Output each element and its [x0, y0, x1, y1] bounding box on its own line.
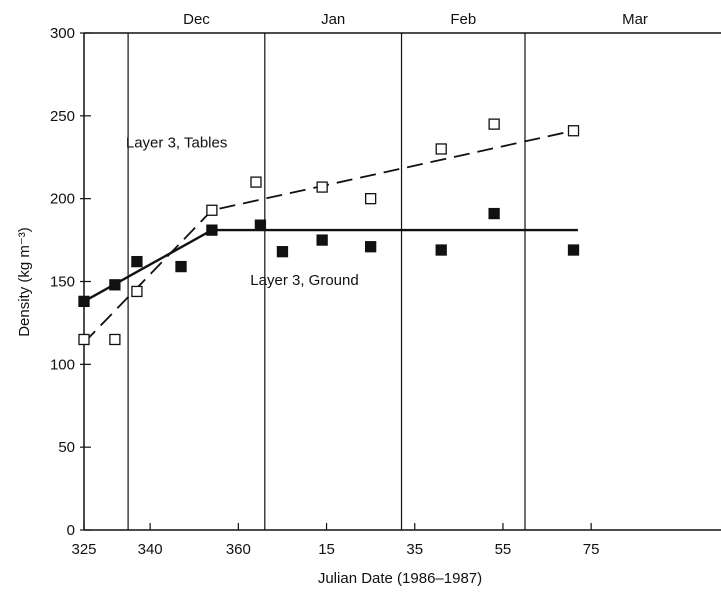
tables-data-point — [131, 285, 143, 298]
x-axis-ticks: 325 340 360 15 35 55 75 — [71, 523, 599, 558]
tables-data-point — [109, 333, 121, 346]
month-dividers — [127, 33, 526, 530]
tables-data-point — [206, 204, 218, 216]
y-tick-label: 200 — [50, 191, 75, 208]
tables-data-point — [435, 143, 447, 155]
tables-data-point — [78, 333, 90, 346]
fit-lines — [83, 129, 578, 344]
y-tick-label: 300 — [50, 25, 75, 42]
y-axis-ticks: 0 50 100 150 200 250 300 — [50, 25, 91, 539]
x-tick-label: 15 — [318, 541, 335, 558]
ground-data-point — [276, 246, 289, 258]
tables-fit-line — [83, 129, 574, 344]
ground-data-point — [109, 279, 121, 291]
ground-data-point — [254, 219, 267, 231]
x-tick-label: 340 — [138, 541, 163, 558]
annotation-ground: Layer 3, Ground — [250, 272, 358, 289]
month-labels: Dec Jan Feb Mar — [183, 11, 648, 28]
x-tick-label: 35 — [406, 541, 423, 558]
ground-data-point — [206, 224, 218, 236]
tables-data-point — [250, 176, 262, 188]
ground-data-point — [78, 295, 90, 308]
annotations: Layer 3, Tables Layer 3, Ground — [126, 134, 359, 289]
y-tick-label: 0 — [67, 522, 75, 539]
ground-data-point — [364, 241, 377, 253]
month-label-jan: Jan — [321, 11, 345, 28]
y-tick-label: 250 — [50, 108, 75, 125]
month-label-dec: Dec — [183, 11, 210, 28]
ground-data-point — [488, 207, 500, 220]
plot-frame — [83, 32, 721, 531]
x-tick-label: 325 — [71, 541, 96, 558]
y-axis-title: Density (kg m⁻³) — [16, 227, 33, 337]
data-markers — [78, 118, 580, 346]
ground-data-point — [175, 260, 187, 273]
x-tick-label: 360 — [226, 541, 251, 558]
x-tick-label: 55 — [495, 541, 512, 558]
y-tick-label: 50 — [58, 439, 75, 456]
tables-data-point — [364, 193, 377, 205]
annotation-tables: Layer 3, Tables — [126, 134, 227, 151]
ground-data-point — [435, 244, 447, 256]
ground-data-point — [316, 234, 328, 246]
y-tick-label: 150 — [50, 274, 75, 291]
month-label-feb: Feb — [450, 11, 476, 28]
x-axis-title: Julian Date (1986–1987) — [318, 570, 482, 587]
y-tick-label: 100 — [50, 356, 75, 373]
ground-data-point — [567, 244, 580, 256]
tables-data-point — [567, 125, 580, 137]
x-tick-label: 75 — [583, 541, 600, 558]
ground-data-point — [131, 255, 143, 268]
tables-data-point — [488, 118, 500, 130]
tables-data-point — [316, 181, 328, 193]
month-label-mar: Mar — [622, 11, 648, 28]
